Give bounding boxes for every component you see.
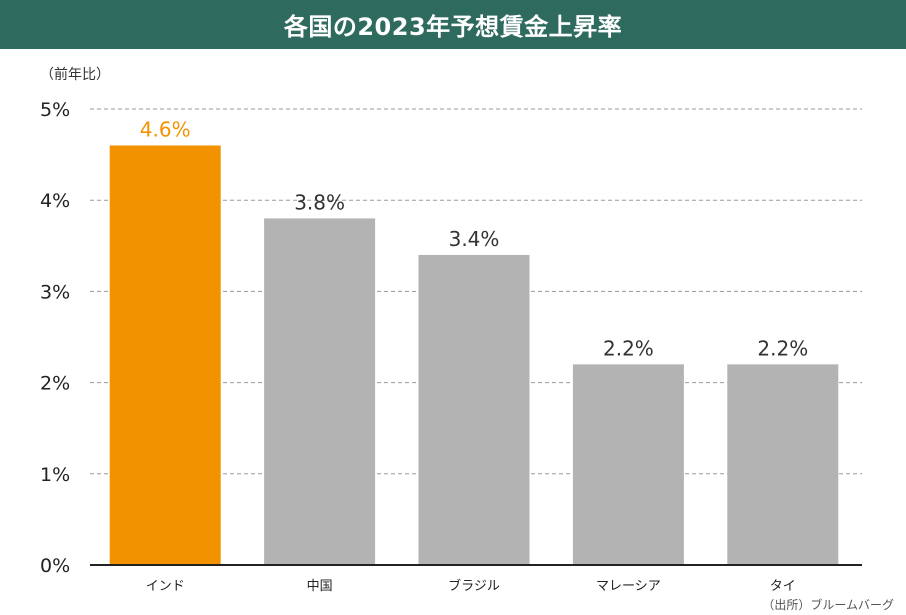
y-tick-label: 0% bbox=[40, 555, 70, 577]
y-tick-label: 3% bbox=[40, 281, 70, 303]
x-tick-label: マレーシア bbox=[596, 579, 661, 594]
y-tick-label: 2% bbox=[40, 373, 70, 395]
y-tick-label: 4% bbox=[40, 190, 70, 212]
y-tick-label: 5% bbox=[40, 99, 70, 121]
bar bbox=[264, 218, 376, 565]
data-label: 3.8% bbox=[294, 190, 345, 214]
x-tick-label: 中国 bbox=[307, 579, 333, 594]
y-tick-label: 1% bbox=[40, 464, 70, 486]
y-unit-label: （前年比） bbox=[40, 67, 110, 83]
x-tick-label: インド bbox=[146, 579, 185, 594]
source-note: （出所）ブルームバーグ bbox=[762, 598, 894, 612]
chart-title: 各国の2023年予想賃金上昇率 bbox=[283, 13, 623, 41]
data-label: 2.2% bbox=[757, 336, 808, 360]
bar bbox=[109, 145, 221, 566]
bar bbox=[727, 364, 839, 565]
bar bbox=[418, 254, 530, 566]
data-label: 4.6% bbox=[140, 117, 191, 141]
bar bbox=[572, 364, 684, 565]
x-tick-label: ブラジル bbox=[448, 578, 500, 594]
data-label: 3.4% bbox=[449, 227, 500, 251]
x-tick-label: タイ bbox=[770, 579, 796, 594]
data-label: 2.2% bbox=[603, 336, 654, 360]
title-bar: 各国の2023年予想賃金上昇率 bbox=[0, 0, 906, 49]
